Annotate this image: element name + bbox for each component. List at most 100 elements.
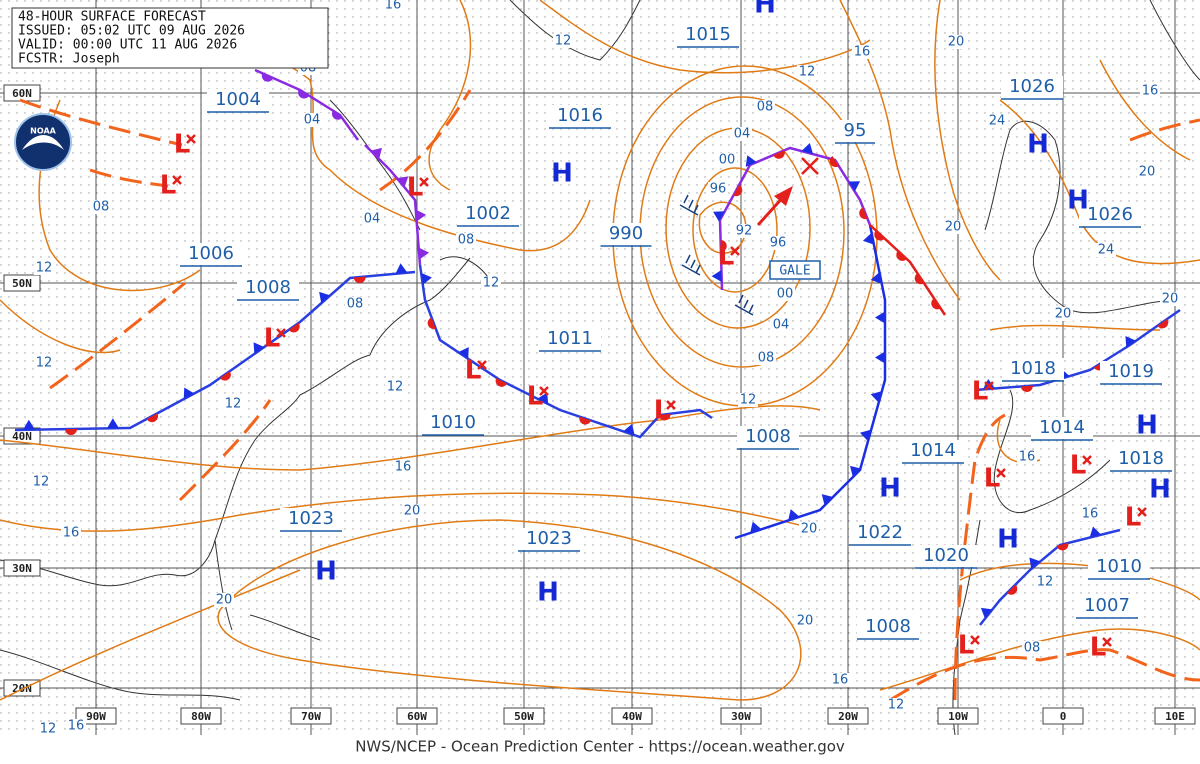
isobar-label: 96 (710, 182, 727, 197)
isobar-label: 20 (216, 593, 233, 608)
longitude-label: 60W (407, 710, 427, 723)
pressure-label: 1010 (430, 412, 476, 433)
isobar-label-bg (214, 593, 234, 607)
latitude-label: 40N (12, 430, 32, 443)
low-center-mark (1082, 455, 1092, 465)
pressure-label: 1015 (685, 24, 731, 45)
isobar-label-bg (755, 100, 775, 114)
isobar-label: 12 (40, 722, 57, 737)
isobar-label-bg (732, 127, 752, 141)
pressure-label-bg (915, 545, 977, 567)
isobar-label: 12 (483, 276, 500, 291)
isobar-label-bg (38, 722, 58, 736)
noaa-logo-text: NOAA (30, 127, 56, 136)
pressure-label: 1026 (1009, 76, 1055, 97)
header-line: FCSTR: Joseph (18, 52, 120, 67)
longitude-box (180, 707, 222, 725)
isobar-label: 24 (1098, 243, 1115, 258)
isobar-label: 16 (63, 526, 80, 541)
isobar-label: 12 (1037, 575, 1054, 590)
low-center-mark (996, 468, 1006, 478)
pressure-label: 1018 (1118, 448, 1164, 469)
labels: 1612121620162420080400969296000408120804… (11, 0, 1180, 737)
warm-front-bump (219, 371, 231, 381)
low-pressure-center: L (407, 173, 424, 203)
isobar-label: 16 (68, 719, 85, 734)
longitude-box (290, 707, 332, 725)
longitude-label: 50W (514, 710, 534, 723)
cold-front-barb (370, 147, 382, 160)
isobar-label: 12 (36, 261, 53, 276)
cold-front-barb (458, 347, 469, 359)
isobar-label: 04 (773, 318, 790, 333)
isobar-label-bg (756, 351, 776, 365)
low-center-mark (172, 175, 182, 185)
pressure-label: 1014 (1039, 417, 1085, 438)
isobar-label-bg (738, 393, 758, 407)
isobar-label-bg (775, 287, 795, 301)
cold-front-barb (788, 509, 800, 521)
pressure-label: 1008 (245, 277, 291, 298)
pressure-label: 1022 (857, 522, 903, 543)
warm-front-bump (353, 276, 366, 284)
high-pressure-center: H (754, 0, 776, 20)
low-center-mark (970, 635, 980, 645)
warm-front-bump (658, 413, 671, 421)
low-pressure-center: L (527, 382, 544, 412)
cold-front-barb (750, 521, 762, 534)
isobar-label: 20 (797, 614, 814, 629)
noaa-logo-bird (22, 135, 64, 150)
forecast-position (801, 157, 819, 175)
pressure-label-bg (1079, 204, 1141, 226)
occluded-front (254, 68, 360, 141)
isobar-label-bg (481, 276, 501, 290)
gale-box (769, 260, 821, 280)
pressure-label-bg (1076, 595, 1138, 617)
high-pressure-center: H (997, 525, 1019, 555)
cold-front-barb (862, 232, 874, 245)
isobar-label: 16 (854, 45, 871, 60)
isobar-label: 12 (555, 34, 572, 49)
isobar-label-bg (91, 200, 111, 214)
pressure-label-bg (1001, 76, 1063, 98)
isobar-label-bg (1022, 641, 1042, 655)
high-pressure-center: H (879, 474, 901, 504)
isobar-label: 20 (1055, 307, 1072, 322)
isobar-label-bg (1137, 165, 1157, 179)
isobar-label-bg (345, 297, 365, 311)
header-line: 48-HOUR SURFACE FORECAST (18, 10, 206, 25)
isobar-label-bg (795, 614, 815, 628)
warm-front-bump (720, 240, 727, 253)
fronts (14, 68, 1181, 626)
isobar-label: 92 (736, 224, 753, 239)
isobar-label-bg (385, 380, 405, 394)
isobar-label: 16 (1142, 84, 1159, 99)
warm-front-bump (427, 317, 436, 330)
isobar-label-bg (402, 504, 422, 518)
isobar-label-bg (34, 356, 54, 370)
pressure-label: 1019 (1108, 361, 1154, 382)
isobar-label-bg (1035, 575, 1055, 589)
cold-front-barb (821, 494, 834, 506)
longitude-label: 10E (1165, 710, 1185, 723)
isobar-label-bg (66, 719, 86, 733)
low-pressure-center: L (174, 130, 191, 160)
pressure-label-bg (1031, 417, 1093, 439)
low-pressure-center: L (972, 377, 989, 407)
pressure-label: 1016 (557, 105, 603, 126)
cold-front (418, 264, 713, 439)
warm-front-bump (1020, 385, 1033, 392)
cold-front-barb (418, 247, 430, 260)
latitude-box (3, 559, 41, 577)
isobar-label: 12 (36, 356, 53, 371)
isobar-label-bg (943, 220, 963, 234)
cold-front-barb (875, 311, 885, 324)
isobar-label-bg (1160, 292, 1180, 306)
low-center-mark (666, 400, 676, 410)
pressure-label-bg (857, 616, 919, 638)
low-center-mark (984, 381, 994, 391)
isobar-label-bg (852, 45, 872, 59)
low-pressure-center: L (1125, 503, 1142, 533)
